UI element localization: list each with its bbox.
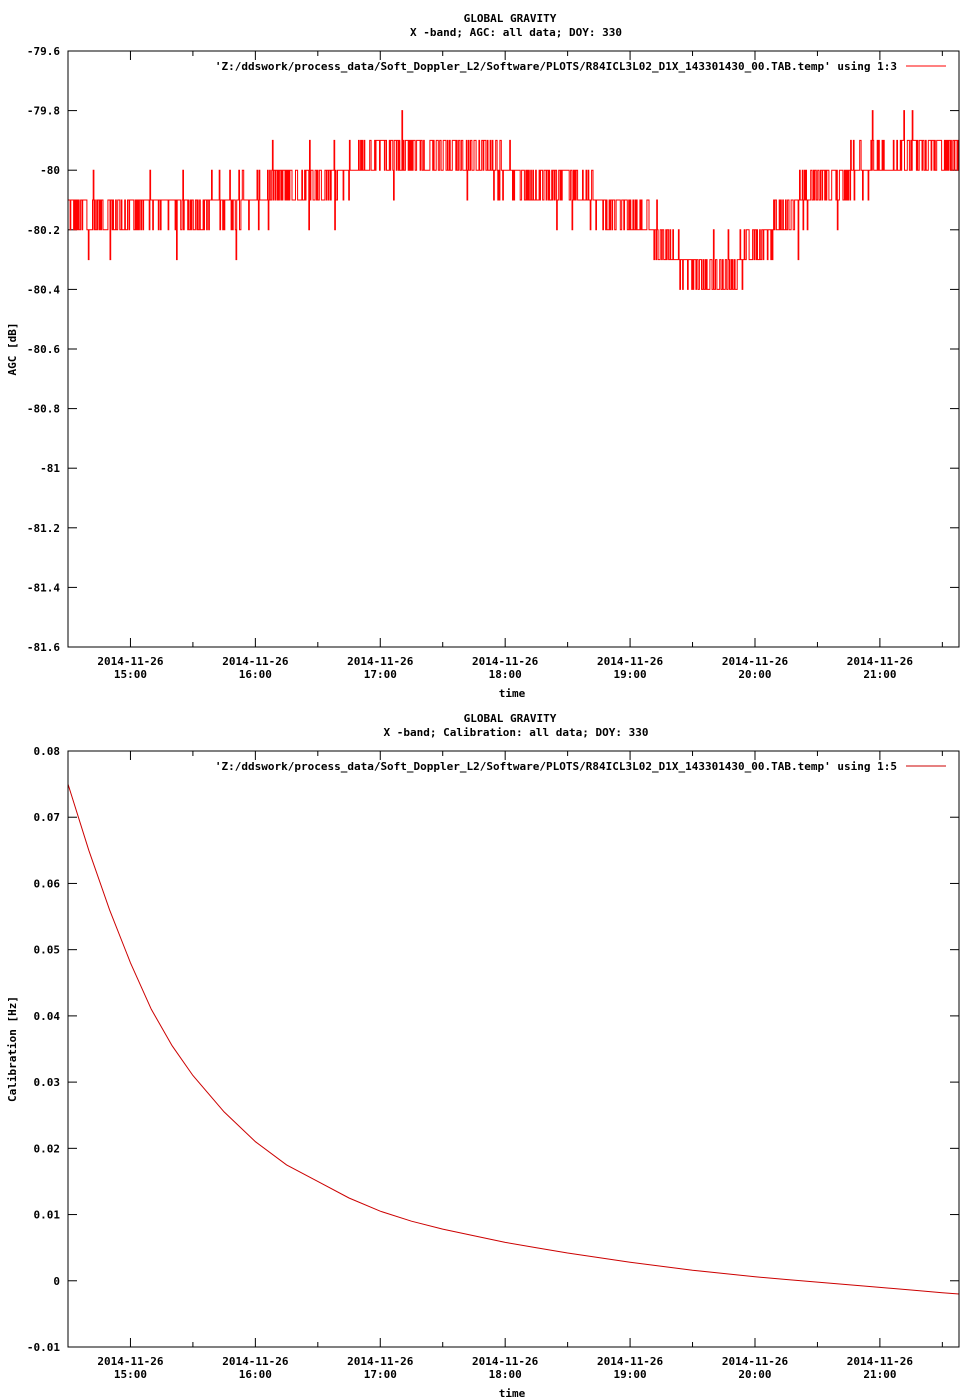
chart-subtitle: X -band; Calibration: all data; DOY: 330 [384, 726, 649, 739]
x-tick-label-date: 2014-11-26 [97, 1355, 164, 1368]
chart-title: GLOBAL GRAVITY [464, 712, 557, 725]
y-axis-label: Calibration [Hz] [6, 996, 19, 1102]
legend-label: 'Z:/ddswork/process_data/Soft_Doppler_L2… [215, 60, 897, 73]
x-tick-label-time: 17:00 [364, 1368, 397, 1381]
y-tick-label: 0.05 [34, 944, 61, 957]
x-tick-label-time: 20:00 [738, 1368, 771, 1381]
y-tick-labels: -79.6 -79.8 -80 -80.2 -80.4 -80.6 -80.8 -81 -81.… [27, 45, 60, 654]
x-tick-label-date: 2014-11-26 [722, 1355, 789, 1368]
x-tick-label-date: 2014-11-26 [472, 1355, 539, 1368]
y-axis-label: AGC [dB] [6, 323, 19, 376]
tick-marks [67, 50, 959, 648]
y-tick-label: -80 [40, 164, 60, 177]
y-tick-label: -80.8 [27, 403, 60, 416]
x-tick-label-date: 2014-11-26 [222, 1355, 289, 1368]
y-tick-label: -80.2 [27, 224, 60, 237]
y-tick-label: -81 [40, 462, 60, 475]
y-tick-label: -79.8 [27, 105, 60, 118]
y-tick-label: -80.6 [27, 343, 60, 356]
x-tick-label-date: 2014-11-26 [722, 655, 789, 668]
y-tick-label: 0 [53, 1275, 60, 1288]
x-tick-label-date: 2014-11-26 [597, 655, 664, 668]
plot-frame [67, 50, 960, 648]
y-tick-labels: 0.08 0.07 0.06 0.05 0.04 0.03 0.02 0.01 0 -0.01 [27, 745, 60, 1354]
y-tick-label: -0.01 [27, 1341, 60, 1354]
y-tick-label: 0.02 [34, 1142, 61, 1155]
x-tick-label-date: 2014-11-26 [597, 1355, 664, 1368]
x-tick-label-time: 20:00 [738, 668, 771, 681]
x-tick-label-time: 18:00 [489, 668, 522, 681]
x-tick-label-time: 17:00 [364, 668, 397, 681]
x-tick-label-date: 2014-11-26 [222, 655, 289, 668]
plot-area [67, 783, 960, 1295]
y-tick-label: -81.2 [27, 522, 60, 535]
chart-title: GLOBAL GRAVITY [464, 12, 557, 25]
x-tick-label-date: 2014-11-26 [347, 655, 414, 668]
x-tick-label-time: 21:00 [863, 1368, 896, 1381]
plot-area [68, 110, 959, 290]
x-axis-label: time [499, 687, 526, 700]
x-tick-label-time: 19:00 [614, 668, 647, 681]
y-tick-label: 0.04 [34, 1010, 61, 1023]
y-tick-label: -81.6 [27, 641, 60, 654]
x-tick-label-time: 16:00 [239, 1368, 272, 1381]
calibration-chart: GLOBAL GRAVITY X -band; Calibration: all… [6, 712, 960, 1400]
y-tick-label: 0.08 [34, 745, 61, 758]
x-tick-label-time: 21:00 [863, 668, 896, 681]
y-tick-label: -81.4 [27, 581, 60, 594]
x-tick-label-time: 15:00 [114, 668, 147, 681]
series-line [67, 783, 960, 1295]
series-line [68, 110, 959, 290]
plot-frame [67, 750, 960, 1348]
agc-chart: GLOBAL GRAVITY X -band; AGC: all data; D… [6, 12, 960, 700]
x-tick-label-time: 19:00 [614, 1368, 647, 1381]
x-tick-label-time: 18:00 [489, 1368, 522, 1381]
y-tick-label: 0.03 [34, 1076, 61, 1089]
x-tick-label-date: 2014-11-26 [97, 655, 164, 668]
y-tick-label: 0.06 [34, 877, 61, 890]
x-tick-labels: 2014-11-2615:002014-11-2616:002014-11-26… [97, 655, 913, 681]
x-tick-label-date: 2014-11-26 [472, 655, 539, 668]
y-tick-label: -80.4 [27, 283, 60, 296]
x-tick-label-time: 16:00 [239, 668, 272, 681]
x-axis-label: time [499, 1387, 526, 1400]
legend-label: 'Z:/ddswork/process_data/Soft_Doppler_L2… [215, 760, 897, 773]
y-tick-label: -79.6 [27, 45, 60, 58]
tick-marks [67, 750, 959, 1348]
x-tick-label-date: 2014-11-26 [347, 1355, 414, 1368]
x-tick-label-date: 2014-11-26 [847, 1355, 914, 1368]
x-tick-labels: 2014-11-2615:002014-11-2616:002014-11-26… [97, 1355, 913, 1381]
y-tick-label: 0.01 [34, 1209, 61, 1222]
chart-subtitle: X -band; AGC: all data; DOY: 330 [410, 26, 622, 39]
x-tick-label-date: 2014-11-26 [847, 655, 914, 668]
y-tick-label: 0.07 [34, 811, 61, 824]
x-tick-label-time: 15:00 [114, 1368, 147, 1381]
